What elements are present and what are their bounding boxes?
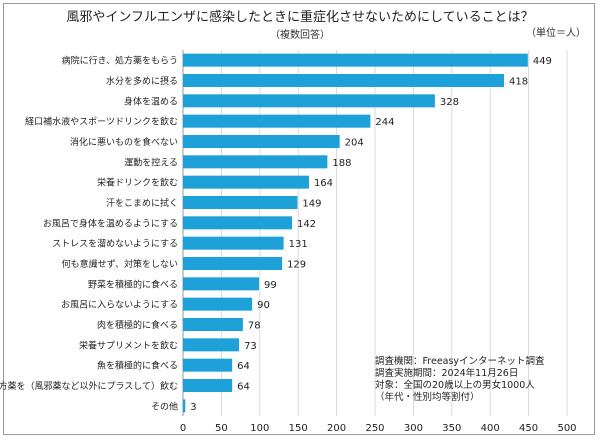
survey-source-note: 調査機関：Freeasyインターネット調査 調査実施期間：2024年11月26日…	[375, 356, 545, 404]
value-label: 99	[264, 280, 277, 291]
bar	[183, 155, 328, 169]
value-label: 142	[297, 219, 316, 230]
x-tick-label: 350	[442, 423, 461, 434]
value-label: 328	[440, 97, 459, 108]
value-label: 3	[190, 402, 196, 413]
bar	[183, 196, 298, 209]
bar	[183, 236, 284, 250]
value-labels: 449 418 328 244 204 188 164 149 142 131 129 99 90 78 7…	[190, 56, 552, 413]
category-label: 水分を多めに摂る	[106, 75, 178, 87]
bar	[183, 338, 240, 352]
value-label: 64	[237, 361, 250, 372]
x-tick-label: 250	[365, 423, 384, 434]
value-label: 73	[244, 341, 257, 352]
bar	[183, 379, 233, 392]
bar	[183, 318, 243, 331]
bar	[183, 135, 340, 148]
value-label: 78	[248, 321, 261, 332]
source-line: 調査実施期間：2024年11月26日	[375, 368, 519, 379]
x-tick-labels: 0 50 100 150 200 250 300 350 400 450 500	[180, 423, 577, 434]
source-line: （年代・性別均等割付）	[375, 392, 480, 403]
x-tick-label: 150	[289, 423, 308, 434]
category-label: 肉を積極的に食べる	[97, 319, 178, 331]
x-tick-label: 50	[215, 423, 228, 434]
value-label: 90	[257, 300, 270, 311]
chart-title: 風邪やインフルエンザに感染したときに重症化させないためにしていることは？	[66, 10, 534, 25]
bar	[183, 297, 253, 311]
bar	[183, 94, 435, 108]
bar	[183, 216, 293, 230]
category-label: 栄養サプリメントを飲む	[79, 339, 178, 351]
value-label: 188	[332, 158, 351, 169]
bar	[183, 399, 186, 413]
category-label: 経口補水液やスポーツドリンクを飲む	[25, 116, 178, 128]
bar	[183, 175, 309, 189]
value-label: 64	[237, 382, 250, 393]
category-label: 身体を温める	[124, 95, 178, 107]
category-label: お風呂で身体を温めるようにする	[43, 217, 178, 229]
category-label: お風呂に入らないようにする	[61, 300, 178, 311]
value-label: 149	[302, 199, 321, 210]
value-label: 418	[509, 77, 528, 88]
bar	[183, 277, 260, 291]
value-label: 129	[287, 260, 306, 271]
category-label: 汗をこまめに拭く	[106, 197, 178, 209]
x-tick-label: 450	[519, 423, 538, 434]
value-label: 204	[345, 138, 364, 149]
x-tick-label: 200	[327, 423, 346, 434]
value-label: 244	[375, 117, 394, 128]
unit-label: （単位＝人）	[526, 28, 586, 39]
x-tick-label: 500	[557, 423, 576, 434]
gridlines	[182, 50, 568, 416]
category-label: 病院に行き、処方薬をもらう	[62, 55, 178, 67]
value-label: 449	[533, 56, 552, 67]
category-label: 運動を控える	[124, 156, 178, 168]
category-label: 栄養ドリンクを飲む	[97, 177, 178, 189]
source-line: 対象：全国の20歳以上の男女1000人	[375, 380, 535, 391]
x-tick-label: 400	[481, 423, 500, 434]
value-label: 164	[314, 178, 333, 189]
category-label: 何も意識せず、対策をしない	[62, 258, 178, 270]
source-line: 調査機関：Freeasyインターネット調査	[375, 356, 545, 367]
x-tick-label: 0	[180, 423, 186, 434]
bar	[183, 53, 528, 67]
category-labels: 病院に行き、処方薬をもらう水分を多めに摂る身体を温める経口補水液やスポーツドリン…	[0, 55, 178, 413]
category-label: 漢方薬を（風邪薬など以外にプラスして）飲む	[0, 380, 178, 392]
x-tick-label: 100	[250, 423, 269, 434]
bar	[183, 114, 371, 128]
category-label: 野菜を積極的に食べる	[88, 278, 178, 290]
bar	[183, 257, 283, 270]
category-label: 魚を積極的に食べる	[97, 360, 178, 372]
chart-subtitle: （複数回答）	[270, 30, 330, 41]
bar	[183, 358, 233, 372]
x-tick-label: 300	[404, 423, 423, 434]
bars	[183, 53, 528, 413]
category-label: ストレスを溜めないようにする	[52, 238, 178, 250]
value-label: 131	[289, 239, 308, 250]
category-label: 消化に悪いものを食べない	[70, 136, 178, 148]
category-label: その他	[151, 400, 178, 412]
bar	[183, 74, 505, 87]
